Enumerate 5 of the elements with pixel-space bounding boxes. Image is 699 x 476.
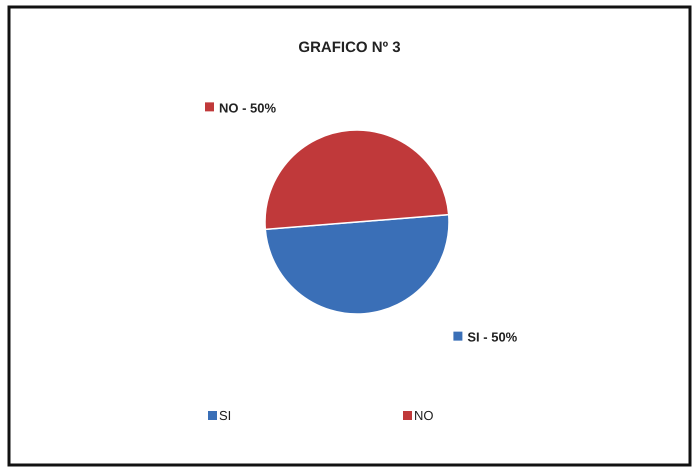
legend-label: NO <box>414 408 434 423</box>
text: NO - 50% <box>219 100 277 116</box>
chart-title: GRAFICO Nº 3 <box>298 39 401 56</box>
legend-label: SI <box>219 408 232 423</box>
text: SI - 50% <box>467 330 518 345</box>
